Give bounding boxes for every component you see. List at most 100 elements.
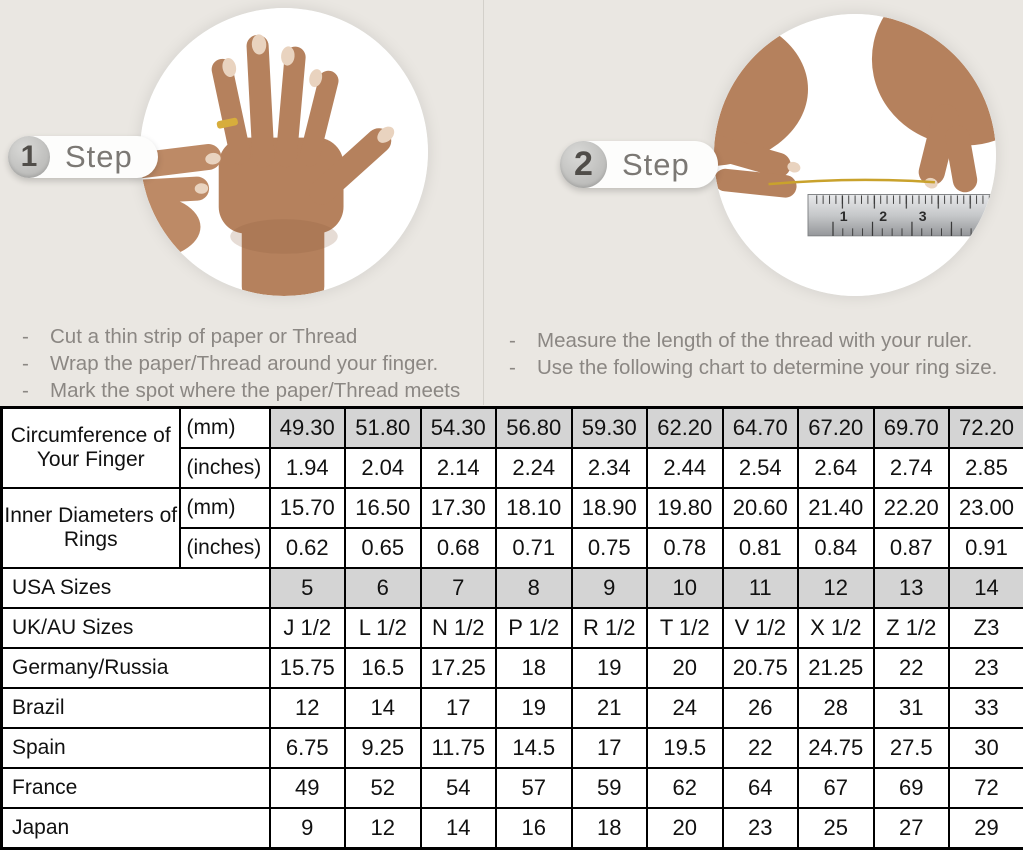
table-cell: 2.54: [723, 448, 799, 488]
table-cell: 59: [572, 768, 648, 808]
table-cell: 12: [798, 568, 874, 608]
table-cell: 18: [496, 648, 572, 688]
table-cell: 19.80: [647, 488, 723, 528]
ruler-measuring-illustration: 1 2 3: [714, 14, 996, 296]
table-cell: 26: [723, 688, 799, 728]
table-cell: 23: [723, 808, 799, 849]
table-cell: 19: [496, 688, 572, 728]
table-cell: 69.70: [874, 408, 950, 449]
instruction-item: - Measure the length of the thread with …: [505, 327, 997, 354]
table-cell: 0.91: [949, 528, 1023, 568]
table-cell: 49.30: [270, 408, 346, 449]
table-cell: 2.74: [874, 448, 950, 488]
table-cell: 9.25: [345, 728, 421, 768]
table-cell: 2.24: [496, 448, 572, 488]
table-cell: 27.5: [874, 728, 950, 768]
table-cell: 6.75: [270, 728, 346, 768]
instruction-text: Cut a thin strip of paper or Thread: [50, 323, 357, 350]
unit-label: (inches): [180, 448, 270, 488]
table-cell: T 1/2: [647, 608, 723, 648]
table-cell: 27: [874, 808, 950, 849]
instruction-text: Measure the length of the thread with yo…: [537, 327, 972, 354]
table-cell: 67: [798, 768, 874, 808]
ruler-number-2: 2: [879, 208, 887, 224]
instruction-item: - Wrap the paper/Thread around your fing…: [18, 350, 460, 377]
table-cell: 9: [270, 808, 346, 849]
table-row-spain: Spain 6.75 9.25 11.75 14.5 17 19.5 22 24…: [2, 728, 1023, 768]
table-cell: 23.00: [949, 488, 1023, 528]
row-label-usa: USA Sizes: [2, 568, 270, 608]
table-cell: 0.62: [270, 528, 346, 568]
table-cell: 2.34: [572, 448, 648, 488]
table-cell: 20: [647, 648, 723, 688]
row-label-circumference: Circumference of Your Finger: [2, 408, 180, 489]
table-cell: Z 1/2: [874, 608, 950, 648]
table-cell: 64: [723, 768, 799, 808]
table-cell: 21: [572, 688, 648, 728]
table-cell: 12: [345, 808, 421, 849]
table-cell: J 1/2: [270, 608, 346, 648]
table-cell: 23: [949, 648, 1023, 688]
table-cell: 19.5: [647, 728, 723, 768]
instruction-item: - Mark the spot where the paper/Thread m…: [18, 377, 460, 404]
dash-bullet: -: [18, 350, 50, 377]
table-row-usa: USA Sizes 5 6 7 8 9 10 11 12 13 14: [2, 568, 1023, 608]
table-cell: V 1/2: [723, 608, 799, 648]
section-divider: [483, 0, 484, 405]
table-cell: 15.70: [270, 488, 346, 528]
table-cell: 16.50: [345, 488, 421, 528]
table-cell: 51.80: [345, 408, 421, 449]
step-1-photo: [140, 8, 428, 296]
table-cell: 0.87: [874, 528, 950, 568]
table-cell: 56.80: [496, 408, 572, 449]
table-cell: 49: [270, 768, 346, 808]
table-row-ukau: UK/AU Sizes J 1/2 L 1/2 N 1/2 P 1/2 R 1/…: [2, 608, 1023, 648]
table-cell: 22.20: [874, 488, 950, 528]
table-cell: 14: [345, 688, 421, 728]
unit-label: (inches): [180, 528, 270, 568]
table-cell: 20.60: [723, 488, 799, 528]
table-cell: 2.64: [798, 448, 874, 488]
instruction-text: Mark the spot where the paper/Thread mee…: [50, 377, 460, 404]
table-cell: 52: [345, 768, 421, 808]
ring-size-table: Circumference of Your Finger (mm) 49.30 …: [0, 406, 1023, 850]
table-cell: 67.20: [798, 408, 874, 449]
dash-bullet: -: [18, 323, 50, 350]
table-cell: 17.30: [421, 488, 497, 528]
step-1-number: 1: [8, 136, 50, 178]
row-label-ukau: UK/AU Sizes: [2, 608, 270, 648]
dash-bullet: -: [505, 354, 537, 381]
table-cell: 14: [949, 568, 1023, 608]
table-cell: 0.71: [496, 528, 572, 568]
step-2-instructions: - Measure the length of the thread with …: [505, 327, 997, 381]
step-1-badge: 1 Step: [8, 136, 158, 178]
hand-with-ring-illustration: [140, 8, 428, 296]
table-cell: 21.40: [798, 488, 874, 528]
step-2-badge: 2 Step: [560, 141, 718, 188]
step-2-photo: 1 2 3: [714, 14, 996, 296]
table-cell: 7: [421, 568, 497, 608]
ruler-number-1: 1: [840, 208, 848, 224]
instruction-item: - Cut a thin strip of paper or Thread: [18, 323, 460, 350]
table-cell: 57: [496, 768, 572, 808]
table-cell: 22: [723, 728, 799, 768]
table-cell: 24: [647, 688, 723, 728]
instruction-text: Use the following chart to determine you…: [537, 354, 997, 381]
dash-bullet: -: [505, 327, 537, 354]
table-cell: L 1/2: [345, 608, 421, 648]
instruction-text: Wrap the paper/Thread around your finger…: [50, 350, 438, 377]
table-cell: 14: [421, 808, 497, 849]
ruler: 1 2 3: [808, 194, 996, 235]
table-cell: 5: [270, 568, 346, 608]
dash-bullet: -: [18, 377, 50, 404]
table-cell: 17: [572, 728, 648, 768]
table-cell: 9: [572, 568, 648, 608]
table-cell: 22: [874, 648, 950, 688]
table-cell: 13: [874, 568, 950, 608]
table-cell: 21.25: [798, 648, 874, 688]
table-cell: 31: [874, 688, 950, 728]
step-2-label: Step: [622, 147, 690, 183]
row-label-japan: Japan: [2, 808, 270, 849]
table-cell: 20: [647, 808, 723, 849]
table-row-diameter-mm: Inner Diameters of Rings (mm) 15.70 16.5…: [2, 488, 1023, 528]
